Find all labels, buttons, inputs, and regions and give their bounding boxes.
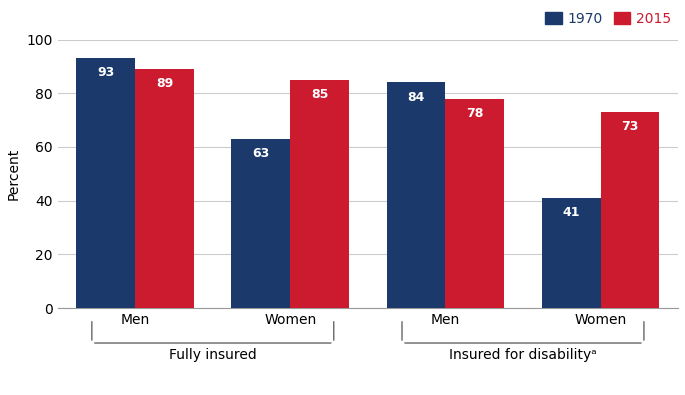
Text: 89: 89: [156, 77, 173, 90]
Text: 84: 84: [408, 90, 425, 103]
Bar: [601, 112, 660, 308]
Text: Insured for disabilityᵃ: Insured for disabilityᵃ: [449, 348, 597, 362]
Text: 41: 41: [562, 206, 580, 219]
Bar: [232, 139, 290, 308]
Text: 73: 73: [621, 120, 638, 133]
Y-axis label: Percent: Percent: [7, 148, 21, 200]
Text: 78: 78: [466, 107, 484, 120]
Legend: 1970, 2015: 1970, 2015: [545, 11, 671, 26]
Text: Fully insured: Fully insured: [169, 348, 257, 362]
Text: 85: 85: [311, 88, 329, 101]
Bar: [542, 198, 601, 308]
Bar: [135, 69, 195, 308]
Text: 93: 93: [97, 66, 114, 79]
Text: 63: 63: [252, 147, 269, 160]
Bar: [290, 80, 349, 308]
Bar: [445, 99, 504, 308]
Bar: [76, 58, 135, 308]
Bar: [386, 83, 445, 308]
